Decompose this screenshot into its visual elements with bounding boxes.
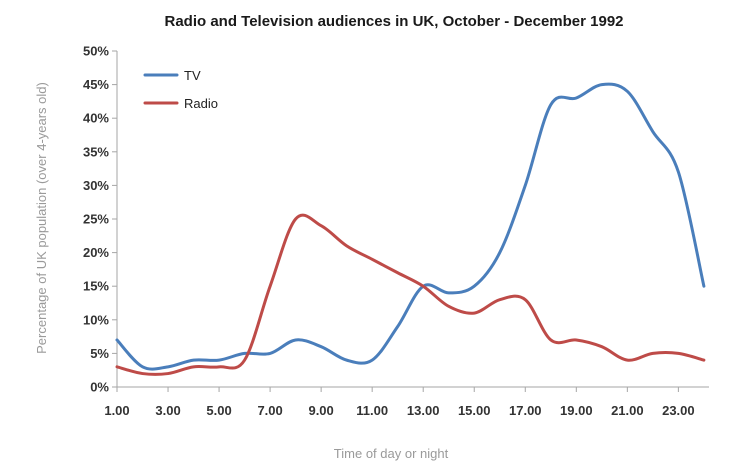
data-point-radio [370, 257, 374, 261]
data-point-radio [523, 298, 527, 302]
x-tick-label: 11.00 [356, 403, 388, 418]
chart-title: Radio and Television audiences in UK, Oc… [164, 13, 623, 30]
data-point-tv [574, 96, 578, 100]
data-point-tv [396, 325, 400, 329]
data-point-radio [217, 365, 221, 369]
x-tick-label: 9.00 [308, 403, 333, 418]
data-point-tv [141, 365, 145, 369]
data-point-tv [702, 284, 706, 288]
y-tick-label: 40% [83, 111, 109, 126]
x-tick-label: 21.00 [611, 403, 644, 418]
data-point-tv [625, 89, 629, 93]
data-point-tv [523, 183, 527, 187]
y-tick-label: 0% [90, 380, 109, 395]
data-point-radio [192, 365, 196, 369]
data-point-radio [549, 338, 553, 342]
y-tick-label: 20% [83, 245, 109, 260]
data-point-tv [319, 345, 323, 349]
x-tick-label: 15.00 [458, 403, 491, 418]
data-point-tv [345, 358, 349, 362]
data-point-radio [447, 304, 451, 308]
x-tick-label: 1.00 [104, 403, 129, 418]
x-tick-label: 7.00 [257, 403, 282, 418]
x-tick-label: 3.00 [155, 403, 180, 418]
legend: TV Radio [143, 68, 218, 111]
series-line-tv [115, 82, 706, 371]
data-point-tv [549, 103, 553, 107]
y-tick-label: 35% [83, 144, 109, 159]
y-tick-label: 5% [90, 346, 109, 361]
data-point-radio [166, 372, 170, 376]
x-tick-label: 23.00 [662, 403, 695, 418]
data-point-radio [294, 217, 298, 221]
data-point-radio [243, 358, 247, 362]
tick-labels: 0% 5% 10% 15% 20% 25% 30% 35% 40% 45% 50% 1.00 3.00 5… [83, 44, 695, 419]
data-point-radio [141, 372, 145, 376]
y-tick-label: 15% [83, 279, 109, 294]
y-tick-label: 30% [83, 178, 109, 193]
data-point-tv [472, 284, 476, 288]
data-point-tv [600, 83, 604, 87]
y-tick-label: 10% [83, 312, 109, 327]
data-point-radio [600, 345, 604, 349]
data-point-radio [574, 338, 578, 342]
legend-label-tv: TV [184, 68, 201, 83]
data-point-tv [498, 251, 502, 255]
data-point-radio [498, 298, 502, 302]
data-point-tv [651, 130, 655, 134]
data-point-radio [651, 351, 655, 355]
series-line-radio [115, 213, 706, 376]
data-point-radio [319, 224, 323, 228]
data-point-radio [676, 351, 680, 355]
x-tick-label: 5.00 [206, 403, 231, 418]
legend-label-radio: Radio [184, 96, 218, 111]
y-axis-title: Percentage of UK population (over 4-year… [34, 82, 49, 354]
data-point-tv [294, 338, 298, 342]
data-point-radio [472, 311, 476, 315]
axes [112, 50, 709, 392]
data-point-radio [421, 284, 425, 288]
data-point-tv [166, 365, 170, 369]
y-tick-label: 45% [83, 77, 109, 92]
data-point-tv [217, 358, 221, 362]
data-point-tv [192, 358, 196, 362]
data-point-tv [370, 358, 374, 362]
data-point-tv [268, 351, 272, 355]
x-tick-label: 17.00 [509, 403, 542, 418]
data-point-radio [115, 365, 119, 369]
data-point-radio [625, 358, 629, 362]
series-lines [115, 82, 706, 376]
x-axis-title: Time of day or night [334, 446, 449, 461]
y-tick-label: 25% [83, 212, 109, 227]
data-point-tv [447, 291, 451, 295]
data-point-radio [345, 244, 349, 248]
x-tick-label: 19.00 [560, 403, 593, 418]
data-point-radio [268, 284, 272, 288]
x-tick-label: 13.00 [407, 403, 440, 418]
data-point-tv [676, 170, 680, 174]
data-point-radio [702, 358, 706, 362]
data-point-tv [115, 338, 119, 342]
data-point-radio [396, 271, 400, 275]
y-tick-label: 50% [83, 44, 109, 59]
